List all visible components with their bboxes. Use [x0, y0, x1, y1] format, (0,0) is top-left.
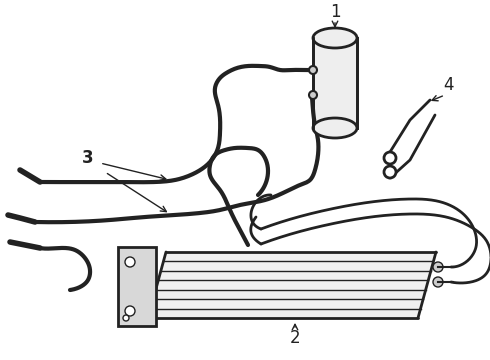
- Ellipse shape: [313, 118, 357, 138]
- Text: 4: 4: [443, 76, 453, 94]
- Circle shape: [433, 262, 443, 272]
- Bar: [313, 38, 357, 128]
- Bar: [118, 247, 156, 326]
- Text: 2: 2: [290, 329, 300, 347]
- Circle shape: [384, 166, 396, 178]
- Circle shape: [309, 66, 317, 74]
- Circle shape: [384, 152, 396, 164]
- Circle shape: [309, 91, 317, 99]
- Text: 1: 1: [330, 3, 341, 21]
- Polygon shape: [148, 252, 436, 318]
- Circle shape: [433, 277, 443, 287]
- Ellipse shape: [313, 28, 357, 48]
- Circle shape: [123, 315, 129, 321]
- Text: 3: 3: [82, 149, 94, 167]
- Circle shape: [125, 257, 135, 267]
- Circle shape: [125, 306, 135, 316]
